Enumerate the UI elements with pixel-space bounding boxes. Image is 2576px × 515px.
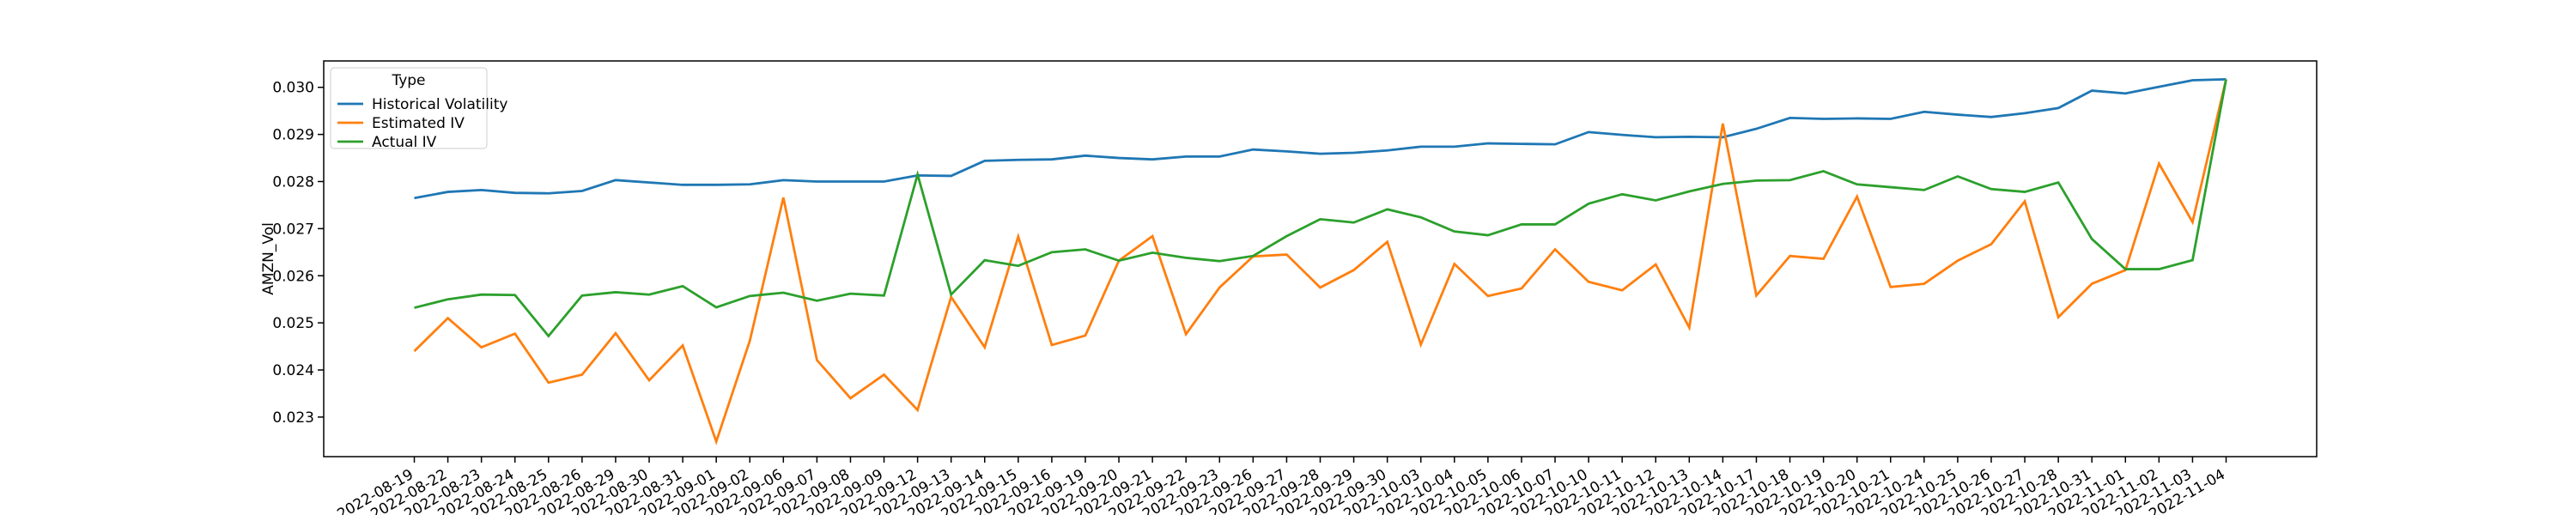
line-series — [413, 79, 2227, 445]
line-series — [414, 79, 2227, 338]
y-tick-label: 0.023 — [272, 409, 314, 427]
legend-label: Estimated IV — [372, 115, 465, 132]
y-tick-label: 0.026 — [272, 268, 314, 285]
legend-label: Actual IV — [372, 134, 437, 151]
plot-area — [323, 60, 2318, 457]
y-tick-label: 0.027 — [272, 221, 314, 238]
line-series — [414, 78, 2227, 200]
legend-label: Historical Volatility — [372, 96, 507, 113]
legend-title: Type — [391, 72, 425, 89]
y-tick-label: 0.030 — [272, 80, 314, 97]
legend-box — [330, 67, 488, 149]
y-axis-label: AMZN_Vol — [260, 222, 277, 295]
y-tick-label: 0.025 — [272, 315, 314, 332]
y-tick-label: 0.029 — [272, 127, 314, 144]
y-tick-label: 0.028 — [272, 173, 314, 191]
y-tick-label: 0.024 — [272, 362, 314, 379]
